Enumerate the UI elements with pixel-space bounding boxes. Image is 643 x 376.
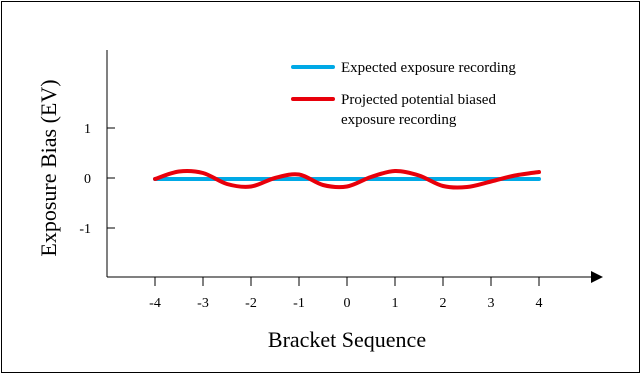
axes <box>106 50 603 283</box>
x-tick-label: -1 <box>293 296 305 311</box>
x-tick-label: 1 <box>392 296 399 311</box>
legend-label: Projected potential biased exposure recor… <box>341 92 496 128</box>
series-line-projected <box>153 168 541 190</box>
series-lines <box>153 168 541 190</box>
legend-label: Expected exposure recording <box>341 60 516 76</box>
tick-marks: -4 -3 -2 -1 0 1 2 3 4 1 0 -1 <box>79 122 542 311</box>
x-tick-label: 4 <box>536 296 543 311</box>
x-tick-label: 0 <box>344 296 351 311</box>
x-tick-label: 2 <box>440 296 447 311</box>
x-tick-label: -4 <box>149 296 161 311</box>
x-tick-label: -2 <box>245 296 257 311</box>
y-tick-label: -1 <box>79 222 91 237</box>
y-axis-title: Exposure Bias (EV) <box>36 79 61 256</box>
legend: Expected exposure recording Projected pot… <box>291 60 516 128</box>
y-tick-label: 1 <box>84 122 91 137</box>
x-axis-title: Bracket Sequence <box>268 327 426 352</box>
x-axis-arrow <box>591 271 603 283</box>
y-tick-label: 0 <box>84 172 91 187</box>
x-tick-label: 3 <box>488 296 495 311</box>
x-tick-label: -3 <box>197 296 209 311</box>
